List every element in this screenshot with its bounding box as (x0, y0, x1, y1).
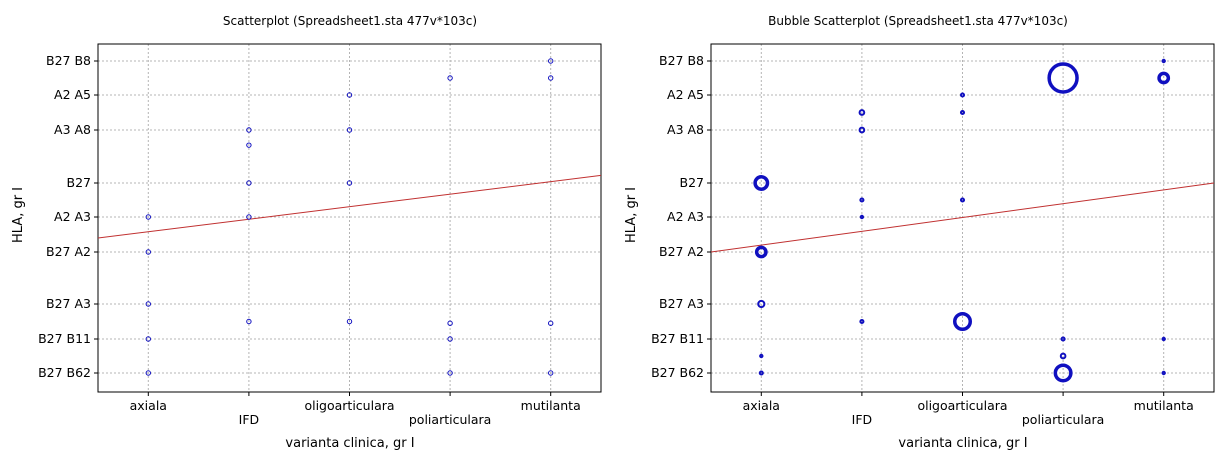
y-axis-label: HLA, gr I (11, 187, 26, 243)
scatter-point (246, 318, 252, 325)
bubble-point (1059, 352, 1067, 360)
regression-line (711, 182, 1214, 253)
y-tick-label: B27 A3 (659, 296, 704, 311)
bubble-point (859, 318, 865, 325)
bubble-point (859, 214, 865, 220)
bubble-point (1047, 62, 1079, 94)
y-tick-label: B27 A3 (46, 296, 91, 311)
scatter-point (246, 180, 252, 186)
x-tick-label: oligoarticulara (917, 398, 1007, 413)
x-tick-label: oligoarticulara (304, 398, 394, 413)
x-tick-label: mutilanta (1134, 398, 1194, 413)
scatter-point (346, 92, 353, 98)
scatter-point (246, 127, 252, 133)
scatter-point (548, 75, 554, 81)
scatter-point (346, 318, 353, 325)
scatter-point (246, 142, 252, 148)
bubble-point (859, 197, 865, 203)
chart-title: Bubble Scatterplot (Spreadsheet1.sta 477… (768, 14, 1068, 28)
y-tick-label: A2 A5 (54, 87, 91, 102)
scatter-point (145, 370, 152, 376)
y-tick-label: B27 A2 (659, 244, 704, 259)
y-tick-label: A2 A5 (667, 87, 704, 102)
y-tick-label: A3 A8 (54, 122, 91, 137)
x-tick-label: axiala (743, 398, 780, 413)
x-tick-label: poliarticulara (409, 412, 491, 427)
y-tick-label: A2 A3 (667, 209, 704, 224)
x-axis-label: varianta clinica, gr I (285, 436, 414, 451)
y-tick-label: A2 A3 (54, 209, 91, 224)
bubble-scatterplot-panel: Bubble Scatterplot (Spreadsheet1.sta 477… (624, 14, 1215, 451)
y-tick-label: B27 B8 (659, 53, 704, 68)
scatter-point (447, 320, 453, 326)
bubble-point (754, 245, 768, 259)
chart-title: Scatterplot (Spreadsheet1.sta 477v*103c) (223, 14, 477, 28)
scatter-point (145, 249, 152, 255)
x-tick-label: mutilanta (521, 398, 581, 413)
bubble-point (1053, 363, 1073, 383)
y-tick-label: B27 (680, 175, 704, 190)
y-tick-label: B27 B11 (38, 331, 91, 346)
y-axis-label: HLA, gr I (624, 187, 639, 243)
grid (98, 44, 601, 392)
bubble-point (959, 197, 966, 203)
bubble-point (1161, 370, 1166, 376)
scatter-point (145, 301, 152, 307)
x-tick-label: IFD (852, 412, 873, 427)
scatter-point (548, 370, 554, 376)
bubble-point (858, 126, 866, 134)
bubble-point (759, 353, 764, 359)
scatter-point (548, 320, 554, 326)
y-tick-label: B27 B62 (651, 365, 704, 380)
bubble-point (758, 370, 764, 376)
scatter-point (145, 336, 152, 342)
x-axis-label: varianta clinica, gr I (898, 436, 1027, 451)
scatter-point (246, 214, 252, 220)
bubble-point (1161, 336, 1166, 342)
scatter-point (447, 370, 453, 376)
bubble-point (959, 109, 966, 116)
x-tick-label: axiala (130, 398, 167, 413)
bubble-point (953, 312, 972, 331)
bubble-point (1060, 336, 1066, 342)
bubble-point (959, 92, 966, 98)
bubble-point (1157, 71, 1171, 85)
y-tick-label: A3 A8 (667, 122, 704, 137)
regression-line (98, 174, 601, 239)
bubble-point (757, 299, 766, 309)
y-tick-label: B27 B8 (46, 53, 91, 68)
x-tick-label: poliarticulara (1022, 412, 1104, 427)
y-tick-label: B27 A2 (46, 244, 91, 259)
scatter-point (346, 127, 353, 133)
scatter-point (447, 336, 453, 342)
bubble-point (753, 175, 770, 191)
bubble-point (1161, 58, 1166, 64)
scatter-point (548, 58, 554, 64)
scatterplot-panel: Scatterplot (Spreadsheet1.sta 477v*103c)… (11, 14, 602, 451)
scatter-point (346, 180, 353, 186)
x-tick-label: IFD (239, 412, 260, 427)
y-tick-label: B27 B11 (651, 331, 704, 346)
y-tick-label: B27 B62 (38, 365, 91, 380)
y-tick-label: B27 (67, 175, 91, 190)
scatter-point (447, 75, 453, 81)
bubble-point (858, 109, 866, 116)
scatter-point (145, 214, 152, 220)
